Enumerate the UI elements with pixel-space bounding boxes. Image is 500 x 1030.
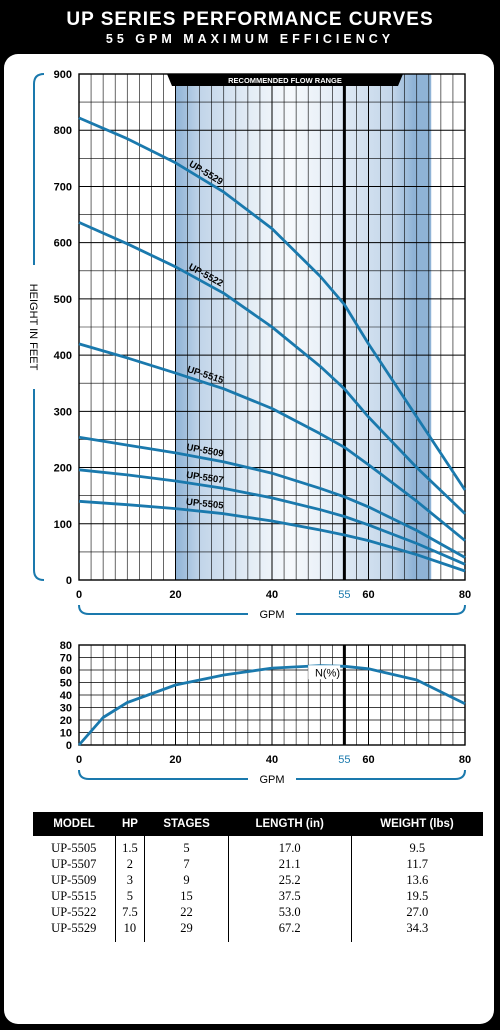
eff-y-tick-label: 20	[60, 715, 72, 727]
table-header-cell: WEIGHT (lbs)	[351, 812, 483, 836]
eff-highlight-tick-label: 55	[338, 754, 350, 766]
x-tick-label: 20	[169, 589, 181, 601]
table-row: UP-5522 7.5 22 53.0 27.0	[33, 904, 483, 920]
y-tick-label: 100	[54, 519, 72, 531]
table-cell: 22	[144, 904, 229, 920]
table-row: UP-5509 3 9 25.2 13.6	[33, 872, 483, 888]
eff-y-tick-label: 0	[66, 740, 72, 752]
eff-x-tick-label: 80	[459, 754, 471, 766]
table-cell: 9	[144, 872, 229, 888]
chart-title: UP SERIES PERFORMANCE CURVES	[66, 9, 434, 30]
x-axis-label: GPM	[259, 609, 284, 621]
table-body: UP-5505 1.5 5 17.0 9.5 UP-5507 2 7 21.1 11.7 UP-55…	[33, 836, 483, 942]
efficiency-curve	[77, 664, 466, 746]
eff-y-tick-label: 10	[60, 728, 72, 740]
y-tick-label: 0	[66, 575, 72, 587]
range-label: RECOMMENDED FLOW RANGE	[228, 76, 342, 85]
eff-x-tick-label: 20	[169, 754, 181, 766]
table-cell: 10	[114, 920, 145, 942]
table-header-cell: HP	[115, 812, 145, 836]
table-row: UP-5507 2 7 21.1 11.7	[33, 856, 483, 872]
table-header-cell: MODEL	[33, 812, 115, 836]
table-header-cell: STAGES	[144, 812, 229, 836]
eff-x-axis-label: GPM	[259, 774, 284, 786]
eff-y-tick-label: 40	[60, 690, 72, 702]
y-tick-label: 400	[54, 350, 72, 362]
eff-y-tick-label: 60	[60, 665, 72, 677]
eff-x-axis-label-bg	[248, 771, 296, 787]
curve-label-up-5505: UP-5505	[185, 497, 224, 512]
table-cell: 2	[114, 856, 145, 872]
y-axis-label-bg	[26, 265, 42, 389]
table-cell: 15	[144, 888, 229, 904]
table-cell: 37.5	[227, 888, 352, 904]
table-cell: 19.5	[350, 888, 483, 904]
curve-up-5515	[78, 342, 466, 542]
y-tick-label: 200	[54, 463, 72, 475]
table-cell: 34.3	[350, 920, 483, 942]
table-cell: 7	[144, 856, 229, 872]
x-tick-label: 60	[362, 589, 374, 601]
page-header: UP SERIES PERFORMANCE CURVES 55 GPM MAXI…	[0, 0, 500, 54]
table-row: UP-5505 1.5 5 17.0 9.5	[33, 836, 483, 856]
eff-y-tick-label: 30	[60, 703, 72, 715]
table-cell: 17.0	[227, 836, 352, 856]
highlight-tick-label: 55	[338, 589, 350, 601]
table-cell: UP-5507	[51, 856, 97, 871]
y-axis-label: HEIGHT IN FEET	[27, 284, 39, 371]
table-row: UP-5529 10 29 67.2 34.3	[33, 920, 483, 942]
eff-plot-frame	[78, 644, 466, 746]
table-header-cell: LENGTH (in)	[228, 812, 352, 836]
table-cell: UP-5509	[51, 872, 97, 887]
chart-subtitle: 55 GPM MAXIMUM EFFICIENCY	[105, 32, 395, 46]
y-tick-label: 800	[54, 125, 72, 137]
x-tick-label: 0	[76, 589, 82, 601]
table-cell: 67.2	[227, 920, 352, 942]
table-cell: 5	[114, 888, 145, 904]
table-cell: 9.5	[350, 836, 483, 856]
y-tick-label: 900	[54, 69, 72, 81]
curve-up-5505	[78, 499, 466, 573]
table-row: UP-5515 5 15 37.5 19.5	[33, 888, 483, 904]
x-tick-label: 80	[459, 589, 471, 601]
y-tick-label: 500	[54, 294, 72, 306]
x-axis-label-bg	[248, 606, 296, 622]
eff-y-tick-label: 50	[60, 678, 72, 690]
table-cell: 27.0	[350, 904, 483, 920]
table-cell: 53.0	[227, 904, 352, 920]
eff-x-tick-label: 0	[76, 754, 82, 766]
efficiency-label-bg	[308, 665, 341, 680]
table-cell: UP-5529	[51, 920, 97, 935]
table-cell: 11.7	[350, 856, 483, 872]
eff-y-tick-label: 70	[60, 653, 72, 665]
y-tick-label: 700	[54, 181, 72, 193]
curve-up-5529	[78, 116, 467, 491]
table-cell: 21.1	[227, 856, 352, 872]
x-tick-label: 40	[266, 589, 278, 601]
curve-up-5509	[78, 435, 466, 559]
eff-x-tick-label: 60	[362, 754, 374, 766]
table-cell: 13.6	[350, 872, 483, 888]
table-cell: 3	[114, 872, 145, 888]
table-cell: UP-5515	[51, 888, 97, 903]
table-cell: 5	[144, 836, 229, 856]
efficiency-label: N(%)	[315, 667, 340, 679]
table-header-row: MODEL HP STAGES LENGTH (in) WEIGHT (lbs)	[33, 812, 483, 836]
table-cell: UP-5522	[51, 904, 97, 919]
y-tick-label: 600	[54, 238, 72, 250]
table-cell: 29	[144, 920, 229, 942]
eff-x-tick-label: 40	[266, 754, 278, 766]
curve-up-5522	[78, 221, 466, 515]
table-cell: 7.5	[114, 904, 145, 920]
table-cell: UP-5505	[51, 840, 97, 855]
table-cell: 1.5	[114, 836, 145, 856]
table-cell: 25.2	[227, 872, 352, 888]
eff-y-tick-label: 80	[60, 640, 72, 652]
specifications-table: MODEL HP STAGES LENGTH (in) WEIGHT (lbs) UP-…	[33, 812, 483, 942]
curve-up-5507	[78, 468, 466, 566]
y-tick-label: 300	[54, 406, 72, 418]
